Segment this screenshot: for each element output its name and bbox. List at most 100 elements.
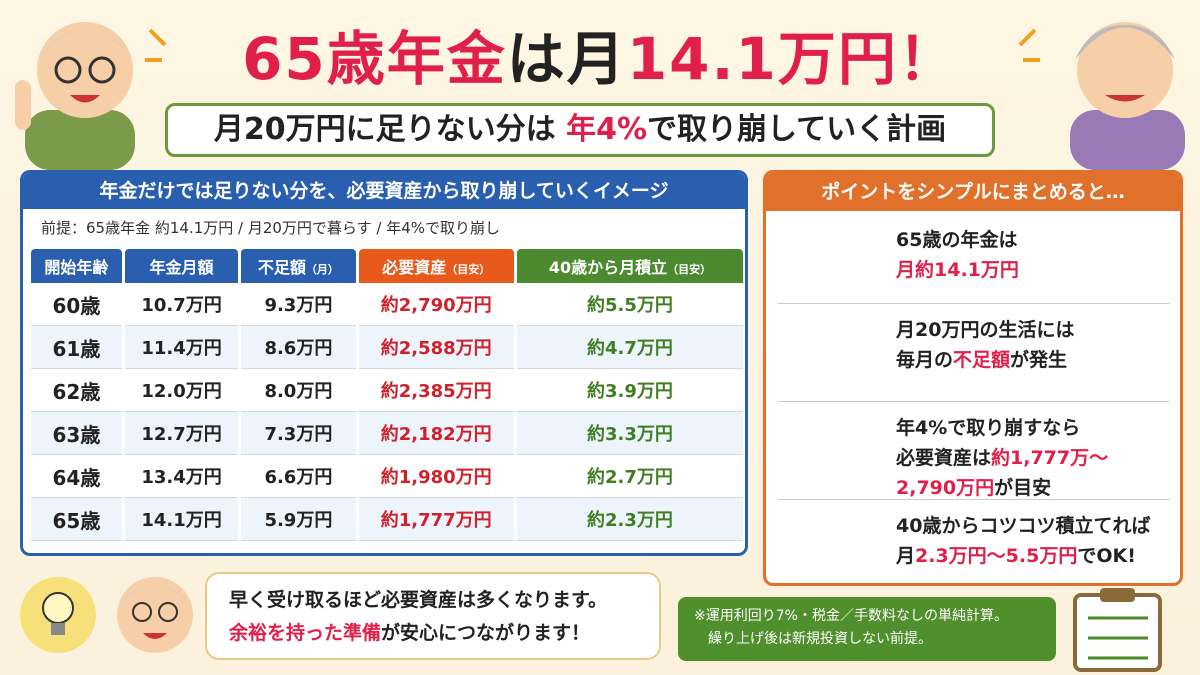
text-segment: 月20万円に足りない分は [213, 112, 567, 147]
cell: 63歳 [31, 412, 122, 455]
cell: 約1,980万円 [358, 455, 514, 498]
point-item: 40歳からコツコツ積立てれば月2.3万円～5.5万円でOK! [896, 511, 1150, 571]
cell: 14.1万円 [124, 498, 239, 541]
cell: 約2,385万円 [358, 369, 514, 412]
highlight: 65歳年金 [242, 25, 507, 93]
premise: 前提：65歳年金 約14.1万円 / 月20万円で暮らす / 年4%で取り崩し [41, 219, 501, 237]
highlight: 約1,777万～ [991, 447, 1109, 469]
point-item: 65歳の年金は月約14.1万円 [896, 225, 1019, 285]
title: 65歳年金は月14.1万円！ [0, 12, 1200, 96]
point-line: 40歳からコツコツ積立てれば [896, 511, 1150, 541]
grandpa [15, 22, 135, 170]
text-segment: 毎月の [896, 349, 954, 371]
column-unit: （目安） [446, 263, 491, 276]
highlight: 14.1万円！ [626, 25, 958, 93]
separator [778, 499, 1170, 500]
cell: 65歳 [31, 498, 122, 541]
subtitle: 月20万円に足りない分は 年4%で取り崩していく計画 [165, 103, 995, 157]
sparkles [145, 28, 1040, 62]
cell: 10.7万円 [124, 283, 239, 326]
cell: 61歳 [31, 326, 122, 369]
grandma [1070, 22, 1185, 170]
column-label: 不足額 [257, 258, 306, 277]
cell: 約5.5万円 [516, 283, 743, 326]
text-segment: 年4%で取り崩すなら [896, 417, 1081, 439]
point-line: 月2.3万円～5.5万円でOK! [896, 541, 1150, 571]
cell: 9.3万円 [241, 283, 356, 326]
column-header: 40歳から月積立（目安） [516, 249, 743, 283]
cell: 5.9万円 [241, 498, 356, 541]
highlight: 2,790万円 [896, 477, 995, 499]
point-line: 月20万円の生活には [896, 315, 1074, 345]
cell: 約2,182万円 [358, 412, 514, 455]
separator [778, 303, 1170, 304]
column-header: 年金月額 [124, 249, 239, 283]
cell: 約1,777万円 [358, 498, 514, 541]
cell: 8.6万円 [241, 326, 356, 369]
point-line: 月約14.1万円 [896, 255, 1019, 285]
cell: 8.0万円 [241, 369, 356, 412]
text-segment: でOK! [1077, 545, 1136, 567]
cell: 約2.7万円 [516, 455, 743, 498]
text-segment: 必要資産は [896, 447, 992, 469]
column-header: 不足額（月） [241, 249, 356, 283]
note-line: 繰り上げ後は新規投資しない前提。 [694, 631, 932, 647]
bubble-line: 早く受け取るほど必要資産は多くなります。 [229, 584, 637, 617]
text-segment: 月 [896, 545, 916, 567]
table-header: 年金だけでは足りない分を、必要資産から取り崩していくイメージ [23, 173, 745, 209]
header-row: 開始年齢 年金月額 不足額（月） 必要資産（目安） 40歳から月積立（目安） [31, 249, 743, 283]
column-label: 40歳から月積立 [548, 258, 668, 277]
point-line: 2,790万円が目安 [896, 473, 1108, 503]
row: 64歳 13.4万円 6.6万円 約1,980万円 約2.7万円 [31, 455, 743, 498]
cell: 6.6万円 [241, 455, 356, 498]
text-segment: が安心につながります！ [381, 622, 591, 644]
point-item: 月20万円の生活には 毎月の不足額が発生 [896, 315, 1074, 375]
column-unit: （目安） [667, 263, 712, 276]
text-segment: 早く受け取るほど必要資産は多くなります。 [229, 589, 608, 611]
row: 60歳 10.7万円 9.3万円 約2,790万円 約5.5万円 [31, 283, 743, 326]
speech-bubble: 早く受け取るほど必要資産は多くなります。 余裕を持った準備が安心につながります！ [205, 572, 661, 660]
cell: 7.3万円 [241, 412, 356, 455]
text-segment: で取り崩していく計画 [647, 112, 947, 147]
column-label: 必要資産 [382, 258, 447, 277]
text-segment: 40歳からコツコツ積立てれば [896, 515, 1151, 537]
cell: 約3.3万円 [516, 412, 743, 455]
text-segment: が発生 [1010, 349, 1068, 371]
row: 63歳 12.7万円 7.3万円 約2,182万円 約3.3万円 [31, 412, 743, 455]
bubble-line: 余裕を持った準備が安心につながります！ [229, 617, 637, 650]
column-label: 年金月額 [149, 258, 214, 277]
clipboard-icon [1073, 588, 1162, 672]
separator [778, 401, 1170, 402]
point-item: 年4%で取り崩すなら 必要資産は約1,777万～ 2,790万円が目安 [896, 413, 1108, 503]
grandpa-small [117, 577, 193, 653]
table-panel: 年金だけでは足りない分を、必要資産から取り崩していくイメージ 前提：65歳年金 … [20, 170, 748, 556]
point-line: 65歳の年金は [896, 225, 1019, 255]
column-label: 開始年齢 [44, 258, 109, 277]
cell: 13.4万円 [124, 455, 239, 498]
point-line: 必要資産は約1,777万～ [896, 443, 1108, 473]
points-panel: ポイントをシンプルにまとめると… 65歳の年金は月約14.1万円月20万円の生活… [763, 170, 1183, 586]
bulb-icon [20, 577, 96, 653]
points-header: ポイントをシンプルにまとめると… [766, 173, 1180, 211]
highlight: 不足額 [953, 349, 1011, 371]
cell: 約4.7万円 [516, 326, 743, 369]
cell: 62歳 [31, 369, 122, 412]
highlight: 年4% [566, 112, 648, 147]
note: ※運用利回り7%・税金／手数料なしの単純計算。 繰り上げ後は新規投資しない前提。 [678, 597, 1056, 661]
note-line: ※運用利回り7%・税金／手数料なしの単純計算。 [694, 608, 1008, 624]
column-header: 必要資産（目安） [358, 249, 514, 283]
cell: 12.0万円 [124, 369, 239, 412]
text-segment: が目安 [994, 477, 1052, 499]
cell: 約2,588万円 [358, 326, 514, 369]
row: 65歳 14.1万円 5.9万円 約1,777万円 約2.3万円 [31, 498, 743, 541]
text-segment: は月 [506, 25, 627, 93]
row: 61歳 11.4万円 8.6万円 約2,588万円 約4.7万円 [31, 326, 743, 369]
point-line: 毎月の不足額が発生 [896, 345, 1074, 375]
cell: 11.4万円 [124, 326, 239, 369]
text-segment: 65歳の年金は [896, 229, 1018, 251]
text-segment: 月20万円の生活には [896, 319, 1075, 341]
highlight: 余裕を持った準備 [229, 622, 382, 644]
row: 62歳 12.0万円 8.0万円 約2,385万円 約3.9万円 [31, 369, 743, 412]
cell: 約2.3万円 [516, 498, 743, 541]
